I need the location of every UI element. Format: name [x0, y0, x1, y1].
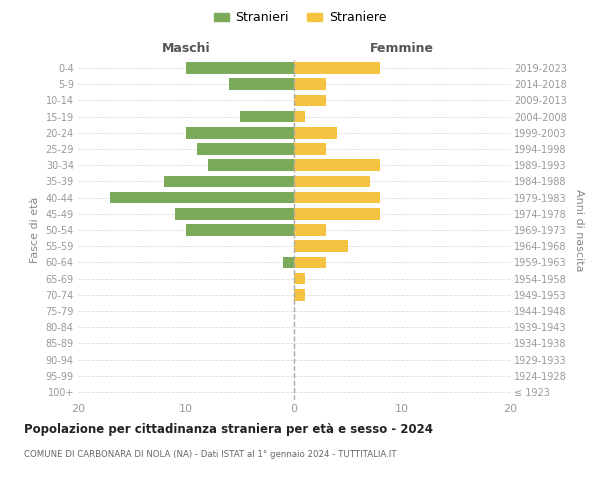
Bar	[208, 160, 294, 171]
Bar	[186, 224, 294, 236]
Bar	[294, 224, 326, 236]
Bar	[283, 256, 294, 268]
Text: Femmine: Femmine	[370, 42, 434, 55]
Bar	[110, 192, 294, 203]
Bar	[294, 176, 370, 188]
Bar	[294, 62, 380, 74]
Bar	[294, 256, 326, 268]
Bar	[197, 143, 294, 155]
Text: Maschi: Maschi	[161, 42, 211, 55]
Bar	[294, 160, 380, 171]
Bar	[164, 176, 294, 188]
Bar	[294, 111, 305, 122]
Text: Popolazione per cittadinanza straniera per età e sesso - 2024: Popolazione per cittadinanza straniera p…	[24, 422, 433, 436]
Bar	[175, 208, 294, 220]
Bar	[240, 111, 294, 122]
Bar	[294, 289, 305, 300]
Y-axis label: Fasce di età: Fasce di età	[30, 197, 40, 263]
Bar	[294, 94, 326, 106]
Bar	[229, 78, 294, 90]
Bar	[294, 127, 337, 138]
Legend: Stranieri, Straniere: Stranieri, Straniere	[214, 11, 386, 24]
Bar	[294, 240, 348, 252]
Bar	[294, 143, 326, 155]
Bar	[186, 62, 294, 74]
Text: COMUNE DI CARBONARA DI NOLA (NA) - Dati ISTAT al 1° gennaio 2024 - TUTTITALIA.IT: COMUNE DI CARBONARA DI NOLA (NA) - Dati …	[24, 450, 397, 459]
Bar	[294, 192, 380, 203]
Bar	[186, 127, 294, 138]
Bar	[294, 78, 326, 90]
Bar	[294, 208, 380, 220]
Y-axis label: Anni di nascita: Anni di nascita	[574, 188, 584, 271]
Bar	[294, 272, 305, 284]
